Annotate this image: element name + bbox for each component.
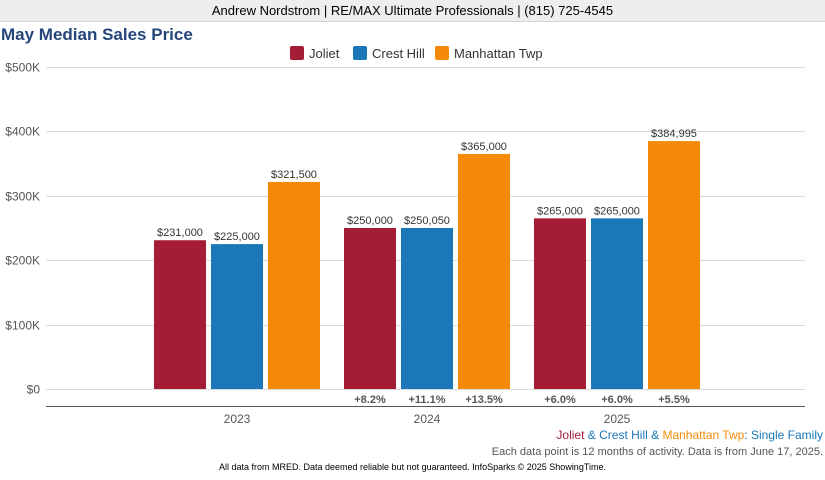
bar xyxy=(591,218,643,389)
x-tick-label: 2024 xyxy=(414,412,441,426)
x-tick-label: 2023 xyxy=(224,412,251,426)
header-bar: Andrew Nordstrom | RE/MAX Ultimate Profe… xyxy=(0,0,825,22)
data-label: $265,000 xyxy=(594,205,640,217)
y-tick-label: $200K xyxy=(5,254,40,268)
legend-label: Joliet xyxy=(309,46,340,61)
header-text: Andrew Nordstrom | RE/MAX Ultimate Profe… xyxy=(211,3,614,18)
data-note: Each data point is 12 months of activity… xyxy=(492,446,823,458)
data-label: $225,000 xyxy=(214,231,260,243)
data-label: $384,995 xyxy=(651,128,697,140)
subtitle-part: Crest Hill xyxy=(599,428,648,442)
subtitle-part: : Single Family xyxy=(744,428,823,442)
change-label: +6.0% xyxy=(544,394,576,406)
data-label: $365,000 xyxy=(461,141,507,153)
data-label: $250,000 xyxy=(347,215,393,227)
bar xyxy=(648,141,700,389)
change-label: +6.0% xyxy=(601,394,633,406)
change-label: +8.2% xyxy=(354,394,386,406)
bar xyxy=(458,153,510,389)
change-label: +11.1% xyxy=(408,394,445,406)
subtitle-part: & xyxy=(584,428,599,442)
y-tick-label: $400K xyxy=(5,125,40,139)
legend-label: Crest Hill xyxy=(372,46,425,61)
change-label: +13.5% xyxy=(465,394,503,406)
y-tick-label: $0 xyxy=(27,383,41,397)
bar xyxy=(154,240,206,389)
subtitle-part: & xyxy=(648,428,663,442)
legend-swatch xyxy=(435,46,449,60)
data-label: $231,000 xyxy=(157,227,203,239)
legend-swatch xyxy=(353,46,367,60)
data-label: $321,500 xyxy=(271,169,317,181)
chart-title: May Median Sales Price xyxy=(1,25,193,44)
data-label: $265,000 xyxy=(537,205,583,217)
chart-subtitle: Joliet & Crest Hill & Manhattan Twp: Sin… xyxy=(556,428,823,442)
y-tick-label: $100K xyxy=(5,319,40,333)
y-tick-label: $500K xyxy=(5,61,40,75)
bar xyxy=(534,218,586,389)
legend-label: Manhattan Twp xyxy=(454,46,543,61)
subtitle-part: Joliet xyxy=(556,428,585,442)
bar xyxy=(401,227,453,389)
bar xyxy=(211,244,263,389)
y-tick-label: $300K xyxy=(5,190,40,204)
bar xyxy=(344,228,396,389)
subtitle-part: Manhattan Twp xyxy=(662,428,744,442)
bar xyxy=(268,181,320,389)
data-label: $250,050 xyxy=(404,215,450,227)
legend-swatch xyxy=(290,46,304,60)
footer-disclaimer: All data from MRED. Data deemed reliable… xyxy=(218,462,606,472)
change-label: +5.5% xyxy=(658,394,690,406)
x-tick-label: 2025 xyxy=(604,412,631,426)
